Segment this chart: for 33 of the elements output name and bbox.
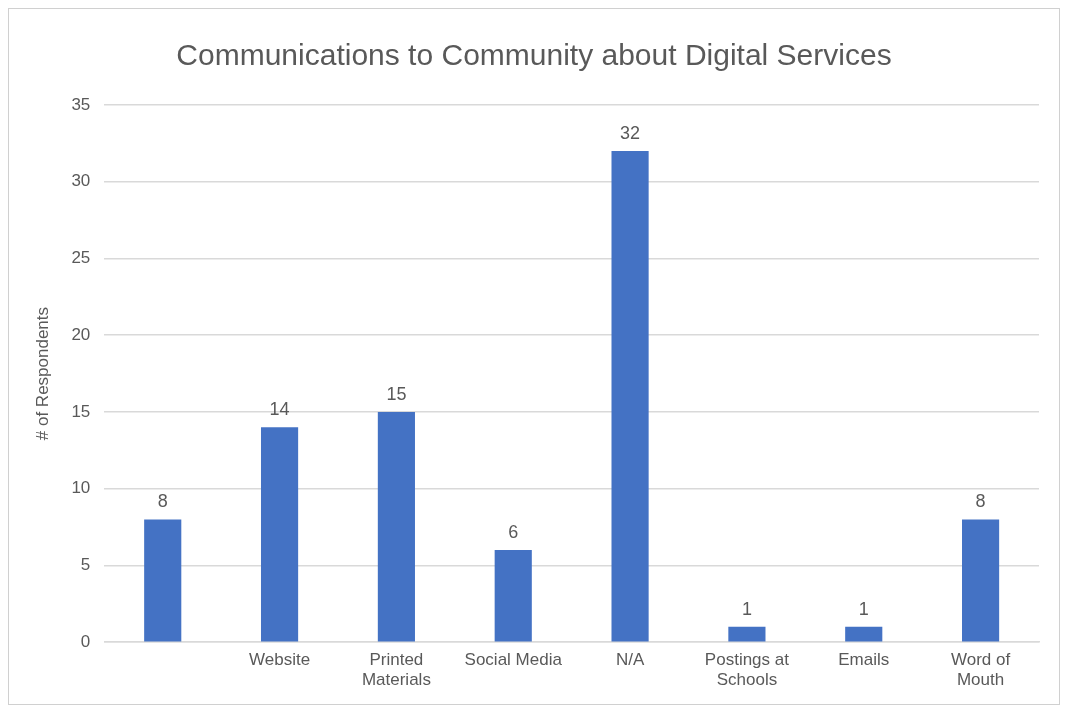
chart-title: Communications to Community about Digital Services: [176, 38, 892, 72]
bar: [260, 427, 299, 642]
data-label: 6: [508, 522, 519, 543]
bar: [494, 550, 532, 642]
y-tick-label: 25: [71, 248, 91, 268]
bar: [728, 626, 766, 642]
y-tick-label: 30: [71, 171, 91, 191]
bar: [845, 626, 883, 642]
x-tick-label: N/A: [615, 650, 645, 670]
data-label: 1: [858, 598, 869, 619]
x-tick-label: Social Media: [464, 650, 563, 670]
x-tick-label: Word of Mouth: [950, 650, 1011, 690]
data-label: 8: [975, 491, 986, 512]
bar: [377, 411, 415, 642]
bar: [144, 519, 182, 642]
x-tick-label: Emails: [838, 650, 890, 670]
bar: [611, 151, 649, 642]
x-tick-label: Postings at Schools: [704, 650, 790, 690]
y-tick-label: 35: [71, 94, 91, 114]
y-tick-label: 5: [80, 555, 91, 575]
x-tick-label: Printed Materials: [361, 650, 431, 690]
y-tick-label: 10: [71, 478, 91, 498]
data-label: 32: [620, 123, 641, 144]
data-label: 15: [386, 383, 407, 404]
y-tick-label: 15: [71, 401, 91, 421]
y-axis-title: # of Respondents: [32, 306, 52, 441]
y-tick-label: 0: [80, 631, 91, 651]
y-tick-label: 20: [71, 324, 91, 344]
bar: [962, 519, 1000, 642]
data-label: 8: [157, 491, 168, 512]
data-label: 14: [269, 399, 290, 420]
x-tick-label: Website: [249, 650, 311, 670]
data-label: 1: [741, 598, 752, 619]
